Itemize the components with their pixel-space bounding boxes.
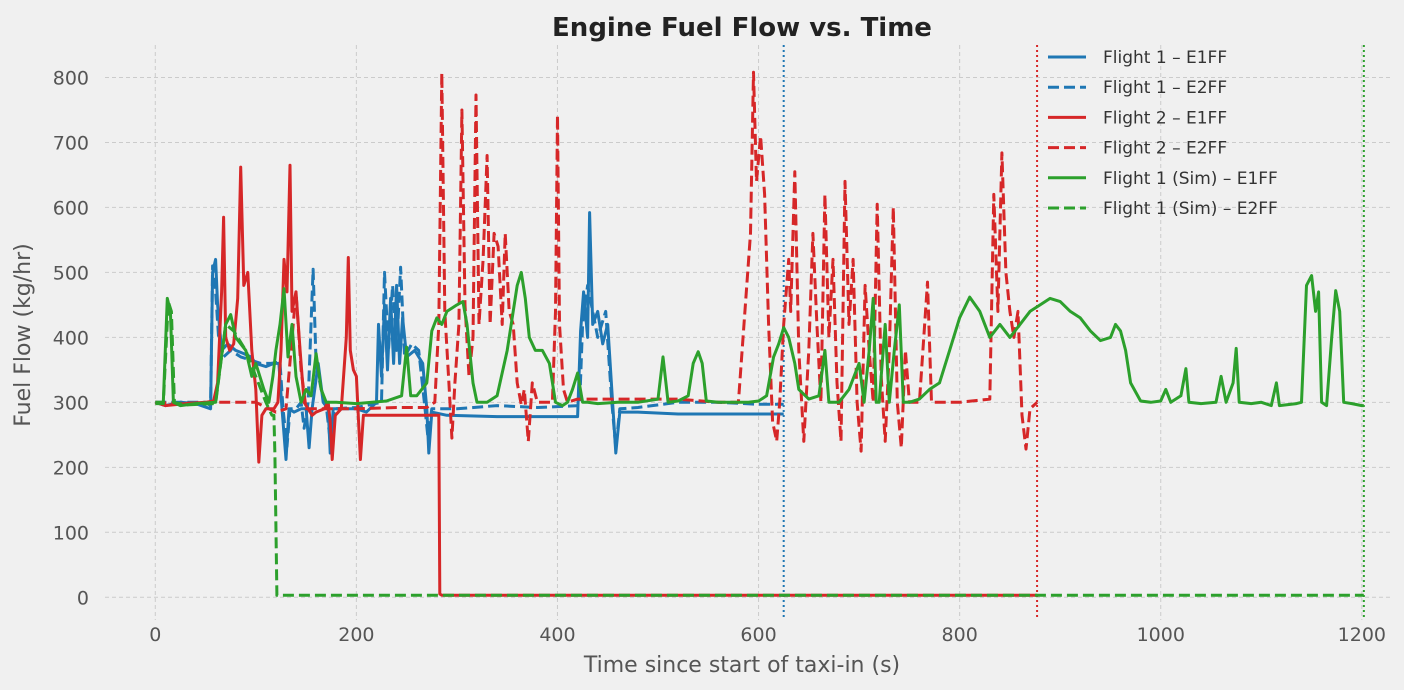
- legend-entry: Flight 1 (Sim) – E2FF: [1103, 199, 1278, 219]
- legend-entry: Flight 2 – E1FF: [1103, 108, 1227, 128]
- y-tick-label: 300: [53, 392, 89, 414]
- x-tick-label: 600: [740, 624, 776, 646]
- legend: Flight 1 – E1FF Flight 1 – E2FF Flight 2 –…: [1048, 48, 1278, 219]
- y-axis-ticks: 0 100 200 300 400 500 600 700 800: [53, 67, 89, 609]
- x-tick-label: 200: [338, 624, 374, 646]
- legend-entry: Flight 1 (Sim) – E1FF: [1103, 169, 1278, 189]
- y-axis-label: Fuel Flow (kg/hr): [11, 243, 36, 427]
- y-tick-label: 400: [53, 327, 89, 349]
- series-line: [155, 70, 1039, 453]
- y-tick-label: 500: [53, 262, 89, 284]
- x-tick-label: 800: [942, 624, 978, 646]
- legend-entry: Flight 1 – E2FF: [1103, 78, 1227, 98]
- legend-entry: Flight 1 – E1FF: [1103, 48, 1227, 68]
- x-tick-label: 1000: [1137, 624, 1185, 646]
- series-line: [155, 270, 1364, 408]
- series-line: [155, 264, 784, 451]
- x-tick-label: 1200: [1338, 624, 1386, 646]
- x-axis-label: Time since start of taxi-in (s): [583, 653, 900, 678]
- legend-entry: Flight 2 – E2FF: [1103, 139, 1227, 159]
- y-tick-label: 100: [53, 522, 89, 544]
- y-tick-label: 800: [53, 67, 89, 89]
- series-line: [155, 300, 1364, 597]
- y-tick-label: 700: [53, 132, 89, 154]
- end-markers: [782, 45, 1365, 620]
- series-lines: [154, 70, 1364, 597]
- x-tick-label: 400: [539, 624, 575, 646]
- chart-title: Engine Fuel Flow vs. Time: [552, 13, 932, 43]
- y-tick-label: 0: [77, 587, 89, 609]
- x-tick-label: 0: [149, 624, 161, 646]
- y-tick-label: 200: [53, 457, 89, 479]
- x-axis-ticks: 0 200 400 600 800 1000 1200: [149, 624, 1386, 646]
- y-tick-label: 600: [53, 197, 89, 219]
- grid: [105, 45, 1392, 620]
